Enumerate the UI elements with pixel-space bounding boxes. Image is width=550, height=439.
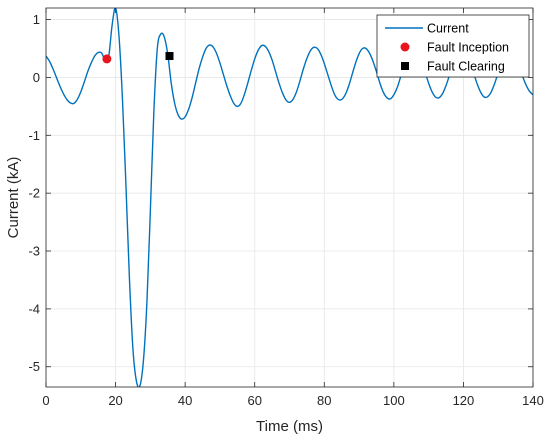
y-tick-label: -1: [28, 128, 40, 143]
legend-label: Fault Inception: [427, 41, 509, 55]
y-tick-label: -3: [28, 244, 40, 259]
x-axis-title: Time (ms): [256, 418, 323, 435]
x-tick-label: 100: [383, 393, 405, 408]
x-tick-label: 60: [247, 393, 261, 408]
legend-label: Current: [427, 22, 469, 36]
x-tick-label: 40: [178, 393, 192, 408]
x-tick-label: 140: [522, 393, 544, 408]
y-axis-title: Current (kA): [5, 157, 22, 239]
plot-frame: [45, 7, 534, 388]
legend-swatch-fault-clearing: [401, 62, 409, 70]
y-tick-label: -5: [28, 359, 40, 374]
y-tick-labels: -5 -4 -3 -2 -1 0 1: [28, 12, 40, 374]
legend-swatch-fault-inception: [400, 42, 410, 52]
y-tick-label: -4: [28, 301, 40, 316]
legend: Current Fault Inception Fault Clearing: [376, 14, 530, 78]
fault-clearing-marker: [165, 52, 174, 61]
y-tick-label: 0: [33, 70, 40, 85]
x-tick-label: 120: [453, 393, 475, 408]
legend-label: Fault Clearing: [427, 60, 505, 74]
axis-ticks: [45, 8, 534, 387]
x-tick-labels: 0 20 40 60 80 100 120 140: [42, 393, 543, 408]
x-tick-label: 20: [108, 393, 122, 408]
y-tick-label: 1: [33, 12, 40, 27]
y-tick-label: -2: [28, 186, 40, 201]
x-tick-label: 0: [42, 393, 49, 408]
fault-inception-marker: [102, 54, 112, 64]
x-tick-label: 80: [317, 393, 331, 408]
